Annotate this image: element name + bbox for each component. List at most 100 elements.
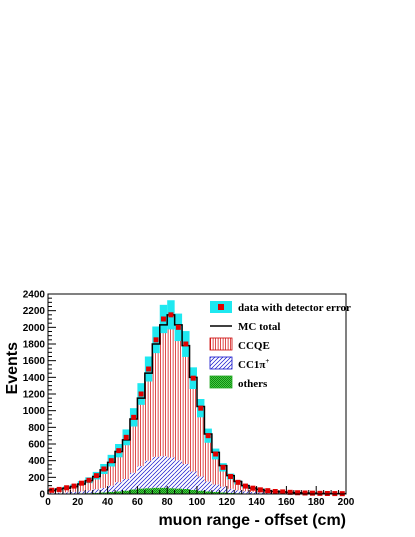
bar-cc1pi-4: [77, 491, 86, 494]
bar-cc1pi-10: [122, 479, 130, 491]
x-axis-title: muon range - offset (cm): [158, 512, 346, 529]
bar-ccqe-24: [226, 478, 235, 489]
bar-cc1pi-5: [85, 490, 93, 494]
bar-cc1pi-23: [219, 486, 227, 493]
y-tick-label-4: 800: [28, 423, 45, 434]
y-tick-label-6: 1200: [23, 390, 46, 401]
data-point-33: [295, 490, 301, 496]
bar-cc1pi-28: [256, 492, 265, 494]
bar-others-9: [115, 491, 123, 494]
bar-cc1pi-14: [152, 456, 160, 488]
x-tick-label-10: 200: [338, 497, 355, 508]
bar-ccqe-10: [122, 442, 130, 479]
legend-swatch-cc1pi: [209, 356, 233, 370]
y-tick-label-3: 600: [28, 440, 45, 451]
data-point-20: [198, 405, 204, 411]
data-point-22: [213, 451, 219, 457]
bar-ccqe-27: [249, 489, 257, 492]
bar-cc1pi-6: [92, 489, 101, 493]
axis-ticks: 0 20 40 60 80 100 120 140 160 180 2000200400600800…: [23, 290, 355, 509]
bar-cc1pi-1: [55, 492, 63, 494]
bar-cc1pi-15: [159, 456, 168, 488]
legend: data with detector error MC total CCQE C…: [209, 301, 351, 390]
data-point-17: [175, 324, 181, 330]
bar-ccqe-18: [182, 343, 190, 464]
legend-swatch-others: [209, 375, 233, 389]
bar-cc1pi-11: [129, 472, 138, 490]
data-point-13: [146, 366, 152, 372]
bar-ccqe-7: [100, 471, 108, 488]
bar-others-14: [152, 487, 160, 494]
data-point-36: [317, 490, 323, 496]
bar-others-11: [129, 489, 138, 494]
x-tick-label-0: 0: [45, 497, 51, 508]
data-point-27: [250, 485, 256, 491]
bar-others-24: [226, 492, 235, 494]
data-point-21: [205, 433, 211, 439]
legend-label-cc1pi: CC1π+: [238, 357, 269, 371]
bar-cc1pi-27: [249, 492, 257, 494]
bar-cc1pi-24: [226, 488, 235, 493]
data-points-layer: [49, 312, 345, 497]
y-tick-label-1: 200: [28, 473, 45, 484]
bar-others-21: [204, 491, 212, 494]
x-tick-label-6: 120: [218, 497, 235, 508]
bar-others-19: [189, 489, 197, 494]
bar-cc1pi-21: [204, 481, 212, 492]
x-tick-label-4: 80: [162, 497, 174, 508]
data-point-16: [168, 312, 174, 318]
bar-ccqe-14: [152, 347, 160, 457]
data-point-19: [190, 375, 196, 381]
legend-label-mc-total: MC total: [238, 321, 280, 333]
bar-ccqe-15: [159, 331, 168, 457]
bar-ccqe-21: [204, 438, 212, 482]
data-point-12: [138, 391, 144, 397]
x-tick-label-3: 60: [132, 497, 144, 508]
bar-ccqe-5: [85, 481, 93, 491]
y-tick-label-0: 0: [39, 490, 45, 501]
x-tick-label-2: 40: [102, 497, 114, 508]
bar-ccqe-25: [234, 484, 242, 491]
data-point-14: [153, 337, 159, 343]
y-tick-label-12: 2400: [23, 290, 46, 301]
data-point-1: [56, 486, 62, 492]
bar-cc1pi-7: [100, 487, 108, 493]
bar-others-7: [100, 492, 108, 494]
bar-ccqe-8: [107, 464, 116, 486]
bar-ccqe-12: [137, 399, 145, 467]
bar-ccqe-17: [174, 318, 183, 461]
bar-ccqe-4: [77, 484, 86, 492]
bar-cc1pi-18: [182, 464, 190, 489]
bar-cc1pi-19: [189, 471, 197, 490]
data-point-11: [131, 414, 137, 420]
data-point-4: [79, 480, 85, 486]
data-point-7: [101, 466, 107, 472]
y-axis-title: Events: [4, 342, 21, 395]
bar-cc1pi-25: [234, 490, 242, 494]
y-tick-label-9: 1800: [23, 340, 46, 351]
bar-others-15: [159, 487, 168, 494]
legend-label-data: data with detector error: [238, 302, 351, 314]
y-tick-label-5: 1000: [23, 406, 46, 417]
bar-others-10: [122, 490, 130, 494]
stacked-bars-layer: [48, 314, 346, 494]
data-point-10: [123, 434, 129, 440]
y-tick-label-10: 2000: [23, 323, 46, 334]
data-point-29: [265, 488, 271, 494]
bar-others-6: [92, 492, 101, 494]
bar-others-20: [197, 490, 205, 494]
data-point-35: [309, 490, 315, 496]
data-point-25: [235, 479, 241, 485]
data-point-28: [257, 487, 263, 493]
bar-cc1pi-22: [211, 484, 220, 492]
bar-others-13: [144, 488, 153, 494]
bar-others-8: [107, 491, 116, 494]
data-point-8: [108, 458, 114, 464]
bar-others-12: [137, 488, 145, 494]
x-tick-label-7: 140: [248, 497, 265, 508]
data-point-18: [183, 341, 189, 347]
bar-cc1pi-17: [174, 460, 183, 489]
bar-cc1pi-8: [107, 485, 116, 492]
bar-cc1pi-12: [137, 466, 145, 489]
data-point-34: [302, 490, 308, 496]
